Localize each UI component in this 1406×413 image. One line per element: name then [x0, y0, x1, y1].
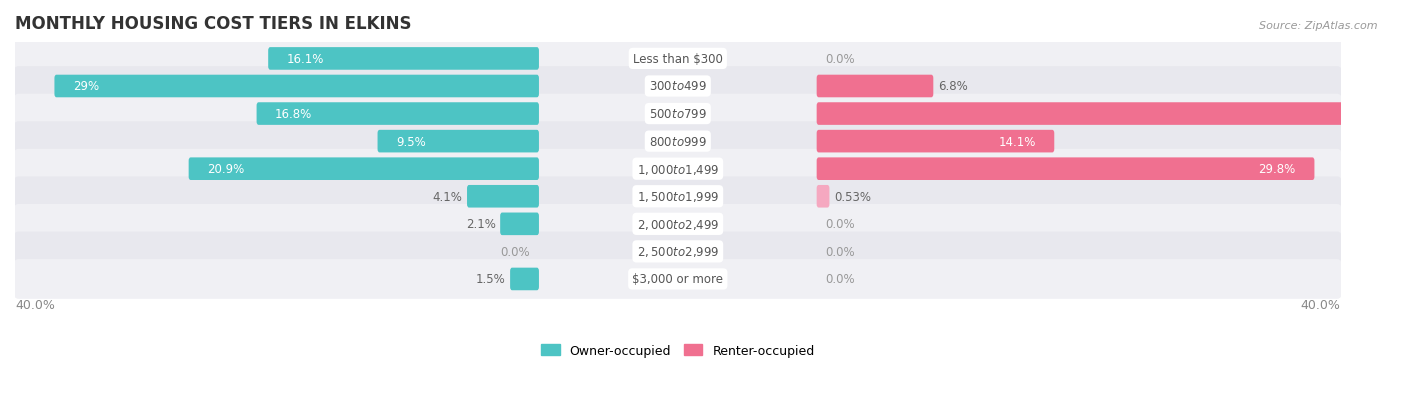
- Text: $1,500 to $1,999: $1,500 to $1,999: [637, 190, 718, 204]
- FancyBboxPatch shape: [188, 158, 538, 180]
- FancyBboxPatch shape: [13, 150, 1343, 189]
- Text: 0.0%: 0.0%: [825, 273, 855, 286]
- Text: 2.1%: 2.1%: [465, 218, 495, 231]
- FancyBboxPatch shape: [817, 76, 934, 98]
- Text: 0.0%: 0.0%: [825, 53, 855, 66]
- Text: 4.1%: 4.1%: [433, 190, 463, 203]
- Text: Source: ZipAtlas.com: Source: ZipAtlas.com: [1260, 21, 1378, 31]
- FancyBboxPatch shape: [13, 177, 1343, 216]
- FancyBboxPatch shape: [817, 103, 1406, 126]
- FancyBboxPatch shape: [13, 95, 1343, 134]
- FancyBboxPatch shape: [13, 67, 1343, 107]
- Text: 9.5%: 9.5%: [396, 135, 426, 148]
- FancyBboxPatch shape: [13, 232, 1343, 272]
- Text: 14.1%: 14.1%: [998, 135, 1036, 148]
- Text: 36.2%: 36.2%: [1365, 108, 1402, 121]
- Text: $2,500 to $2,999: $2,500 to $2,999: [637, 245, 718, 259]
- Text: 0.0%: 0.0%: [825, 245, 855, 258]
- Text: 40.0%: 40.0%: [15, 298, 55, 311]
- Text: $2,000 to $2,499: $2,000 to $2,499: [637, 217, 718, 231]
- Legend: Owner-occupied, Renter-occupied: Owner-occupied, Renter-occupied: [536, 339, 820, 362]
- Text: 20.9%: 20.9%: [207, 163, 245, 176]
- FancyBboxPatch shape: [13, 122, 1343, 161]
- FancyBboxPatch shape: [510, 268, 538, 291]
- FancyBboxPatch shape: [256, 103, 538, 126]
- Text: Less than $300: Less than $300: [633, 53, 723, 66]
- Text: 0.0%: 0.0%: [825, 218, 855, 231]
- FancyBboxPatch shape: [817, 131, 1054, 153]
- Text: 6.8%: 6.8%: [938, 80, 967, 93]
- Text: MONTHLY HOUSING COST TIERS IN ELKINS: MONTHLY HOUSING COST TIERS IN ELKINS: [15, 15, 412, 33]
- FancyBboxPatch shape: [378, 131, 538, 153]
- FancyBboxPatch shape: [269, 48, 538, 71]
- Text: $300 to $499: $300 to $499: [650, 80, 707, 93]
- Text: $3,000 or more: $3,000 or more: [633, 273, 723, 286]
- FancyBboxPatch shape: [817, 185, 830, 208]
- FancyBboxPatch shape: [13, 204, 1343, 244]
- Text: 0.0%: 0.0%: [501, 245, 530, 258]
- FancyBboxPatch shape: [501, 213, 538, 235]
- FancyBboxPatch shape: [55, 76, 538, 98]
- Text: 40.0%: 40.0%: [1301, 298, 1340, 311]
- FancyBboxPatch shape: [13, 259, 1343, 299]
- FancyBboxPatch shape: [467, 185, 538, 208]
- Text: $800 to $999: $800 to $999: [650, 135, 707, 148]
- Text: 16.8%: 16.8%: [276, 108, 312, 121]
- Text: $1,000 to $1,499: $1,000 to $1,499: [637, 162, 718, 176]
- FancyBboxPatch shape: [817, 158, 1315, 180]
- Text: 16.1%: 16.1%: [287, 53, 325, 66]
- Text: 0.53%: 0.53%: [834, 190, 872, 203]
- FancyBboxPatch shape: [13, 40, 1343, 79]
- Text: 29%: 29%: [73, 80, 98, 93]
- Text: $500 to $799: $500 to $799: [650, 108, 707, 121]
- Text: 1.5%: 1.5%: [475, 273, 506, 286]
- Text: 29.8%: 29.8%: [1258, 163, 1296, 176]
